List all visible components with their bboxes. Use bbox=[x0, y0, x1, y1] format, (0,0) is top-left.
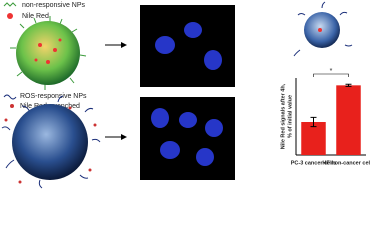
legend-symbol bbox=[3, 94, 17, 100]
polymer-chains bbox=[1, 95, 101, 189]
nanoparticle bbox=[16, 21, 80, 85]
x-tick-label: PC-3 cancer cells bbox=[291, 160, 337, 166]
legend-symbol bbox=[3, 2, 17, 7]
legend-symbol bbox=[7, 13, 13, 19]
legend-label: Nile Red bbox=[22, 13, 49, 20]
legend-symbol bbox=[10, 104, 14, 108]
significance-marker: * bbox=[330, 68, 333, 75]
micrograph bbox=[140, 97, 235, 180]
polymer-chains bbox=[293, 1, 353, 57]
figure: non-responsive NPs Nile Red ROS-responsi… bbox=[1, 1, 370, 189]
nanoparticle bbox=[10, 16, 87, 90]
dye bbox=[4, 106, 97, 184]
cells bbox=[155, 22, 222, 70]
nanoparticle bbox=[12, 104, 88, 180]
dye bbox=[318, 28, 322, 32]
y-axis-label: % of initial value bbox=[287, 95, 293, 138]
legend-label: ROS-responsive NPs bbox=[20, 93, 87, 100]
bar-chart: Nile Red signals after 4h,% of initial v… bbox=[280, 68, 370, 167]
x-tick-label: HF non-cancer cells bbox=[322, 160, 370, 166]
error-bar bbox=[310, 116, 317, 128]
legend-label: non-responsive NPs bbox=[22, 2, 86, 9]
cells bbox=[151, 108, 223, 166]
y-axis-label: Nile Red signals after 4h, bbox=[280, 83, 286, 149]
bar bbox=[301, 122, 326, 155]
error-bar bbox=[345, 83, 352, 87]
dye bbox=[34, 38, 62, 64]
micrograph bbox=[140, 5, 235, 87]
bar bbox=[336, 85, 361, 155]
significance-bracket bbox=[313, 73, 349, 77]
